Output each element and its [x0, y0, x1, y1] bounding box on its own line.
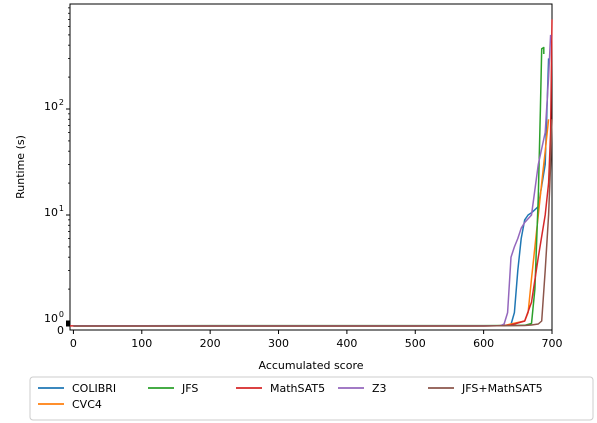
legend-label: COLIBRI: [72, 382, 116, 395]
y-tick-exponent: 2: [59, 98, 64, 107]
legend-label: Z3: [372, 382, 387, 395]
y-tick-label: 10: [44, 206, 58, 219]
legend: COLIBRI CVC4 JFS MathSAT5 Z3 JFS+MathSAT5: [29, 376, 594, 421]
x-tick-label: 200: [200, 337, 221, 350]
x-tick-label: 300: [268, 337, 289, 350]
legend-label: JFS: [181, 382, 198, 395]
x-tick-label: 700: [542, 337, 563, 350]
x-tick-label: 400: [336, 337, 357, 350]
series-line-jfs-mathsat5: [73, 119, 553, 327]
x-axis-label: Accumulated score: [259, 359, 364, 372]
y-tick-label: 0: [57, 324, 64, 337]
y-tick-label: 10: [44, 312, 58, 325]
x-tick-label: 0: [70, 337, 77, 350]
y-axis-label: Runtime (s): [14, 135, 27, 199]
y-tick-exponent: 1: [59, 204, 64, 213]
x-tick-label: 600: [473, 337, 494, 350]
y-tick-label: 10: [44, 100, 58, 113]
plot-area: [69, 3, 553, 331]
legend-label: MathSAT5: [270, 382, 325, 395]
legend-label: JFS+MathSAT5: [461, 382, 543, 395]
legend-label: CVC4: [72, 398, 102, 411]
y-tick-exponent: 0: [59, 310, 64, 319]
x-tick-label: 100: [131, 337, 152, 350]
series-lines: [70, 19, 553, 327]
x-tick-label: 500: [405, 337, 426, 350]
